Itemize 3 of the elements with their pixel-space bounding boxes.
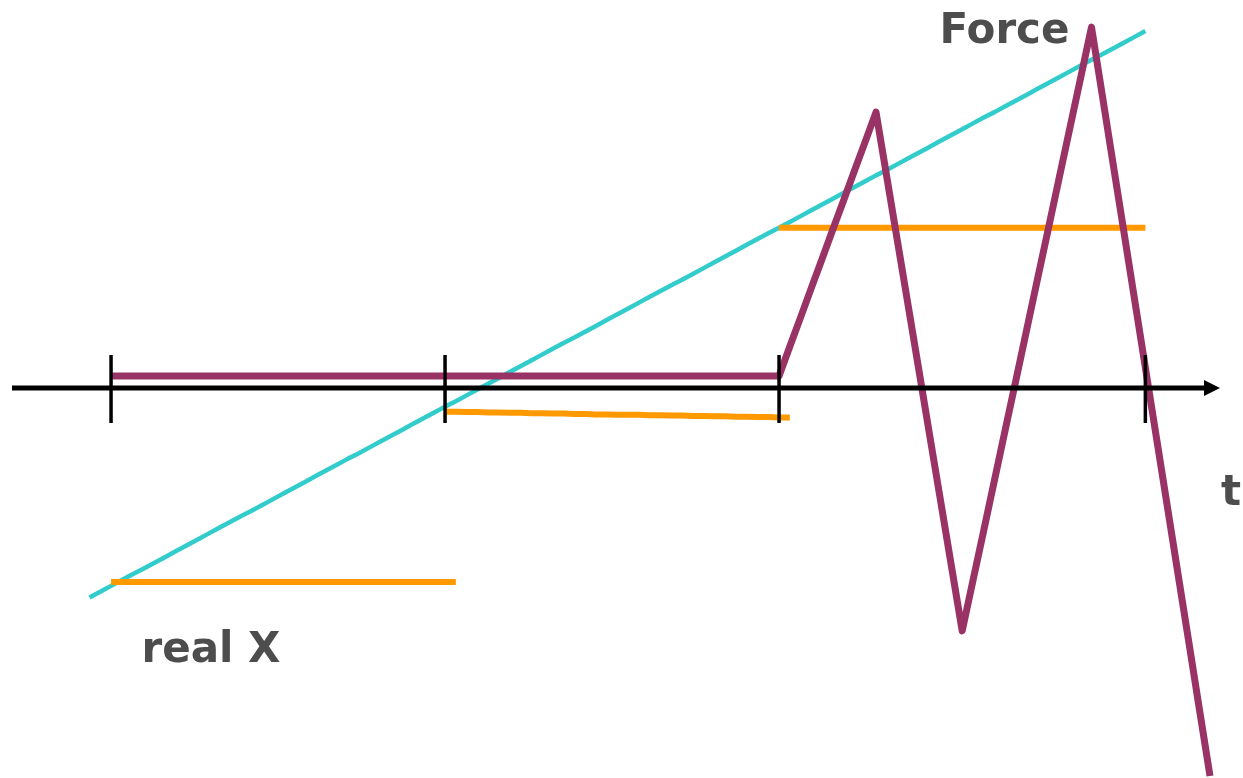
series-label: Force <box>939 4 1070 54</box>
x-axis-title: t <box>1220 466 1241 515</box>
series-label: real X <box>141 622 281 672</box>
